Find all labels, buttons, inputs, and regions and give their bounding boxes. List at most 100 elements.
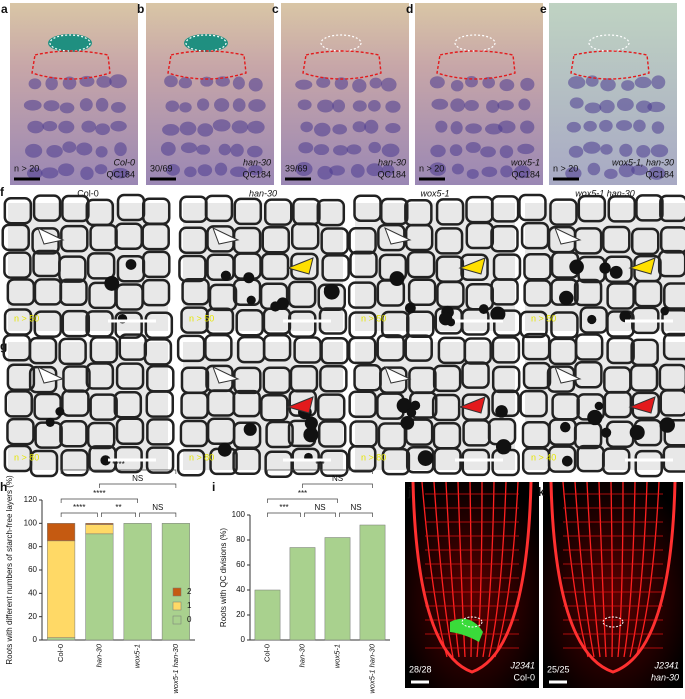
cell-file [598,481,607,658]
cell-stain [332,124,348,135]
arrowhead [212,366,240,384]
cell-wall [381,447,411,476]
cell-stain [42,120,58,132]
significance-bracket [339,512,373,517]
cell-stain [450,121,463,135]
sample-count: n > 50 [361,313,386,323]
cell-stain [615,120,633,131]
cell-wall [261,225,291,254]
bar [289,547,316,641]
cell-stain [179,121,197,136]
x-tick-label: wox5-1 han-30 [171,643,180,693]
bar-segment [85,524,114,535]
bar-segment [85,523,114,525]
cell-stain [604,168,618,180]
cell-stain [76,142,93,156]
starch-granule [495,405,508,418]
cell-stain [232,98,246,112]
cell-wall [178,254,207,283]
sample-count: n > 50 [531,313,556,323]
starch-granule [599,262,611,274]
bar-segment [85,533,114,641]
cell-wall [61,389,90,417]
legend-label: 0 [187,615,192,624]
arrowhead [37,366,65,384]
cell-stain [313,144,330,156]
reporter-line: QC184 [106,169,135,179]
cell-stain [599,99,615,114]
cell-wall [574,333,604,361]
reporter-line: J2341 [653,660,679,670]
cell-wall [404,334,433,362]
cell-stain [317,99,334,113]
cell-stain [648,166,666,180]
panel-letter: d [406,2,413,16]
cell-stain [435,120,448,133]
cell-stain [600,144,613,155]
cell-wall [178,226,208,255]
starch-granule [587,314,597,325]
root-outline [549,481,677,674]
genotype: han-30 [243,157,271,167]
csc-outline [31,50,111,80]
cell-stain [585,75,599,87]
cell-stain [248,99,266,112]
cell-stain [651,121,665,134]
y-tick-label: 80 [236,535,245,544]
cell-wall [320,449,349,478]
cell-wall [86,421,116,450]
cell-wall [347,281,377,309]
cell-file [433,481,454,658]
cell-file [488,481,507,658]
cell-wall [287,280,317,309]
cell-stain [430,144,446,158]
cell-wall [6,417,35,446]
cell-stain [499,145,514,159]
sample-count: n > 20 [553,163,578,173]
cell-stain [480,146,496,158]
panel-letter: i [212,480,215,494]
cell-stain [466,168,479,180]
cell-wall [142,250,171,279]
y-tick-label: 0 [33,635,38,644]
cell-wall [260,394,289,422]
cell-wall [606,336,635,365]
genotype: wox5-1, han-30 [612,157,674,167]
cell-stain [583,141,601,154]
column-header: wox5-1 [420,188,449,198]
cell-stain [164,75,178,88]
cell-stain [25,143,43,158]
starch-granule [246,295,256,305]
cell-stain [429,162,447,176]
sample-count: n > 20 [14,163,39,173]
significance-label: *** [298,489,307,498]
cell-wall [634,449,663,478]
cell-stain [114,142,127,157]
cell-wall [176,449,206,477]
qc-outline [461,616,483,628]
cell-stain [58,163,75,177]
legend-swatch [172,601,182,611]
cell-wall [319,364,348,393]
cell-stain [334,77,349,90]
cell-stain [180,142,197,154]
qc-outline [454,34,496,52]
cell-wall [519,310,548,339]
cell-wall [348,390,377,419]
sample-count: n > 40 [531,452,556,462]
sample-count: 25/25 [547,664,570,674]
cell-wall [603,390,633,419]
cell-stain [619,143,633,157]
cell-stain [465,123,482,134]
cell-file [574,481,595,658]
cell-wall [316,393,346,421]
cell-stain [111,167,129,179]
cell-stain [232,76,245,90]
cell-stain [218,143,231,156]
significance-label: NS [350,503,361,512]
cell-stain [295,162,313,177]
starch-granule [660,306,669,316]
cell-wall [573,421,603,450]
y-tick-label: 120 [24,495,38,504]
bar-segment [47,540,76,638]
